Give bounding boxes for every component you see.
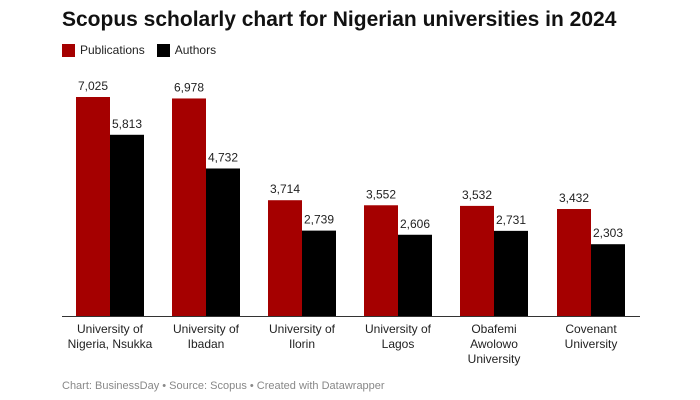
category-label-1-0: University of bbox=[173, 322, 240, 336]
data-label-publications-1: 6,978 bbox=[174, 80, 204, 94]
data-label-authors-3: 2,606 bbox=[400, 217, 430, 231]
bar-publications-0 bbox=[76, 97, 110, 316]
bar-publications-5 bbox=[557, 209, 591, 316]
bar-authors-1 bbox=[206, 168, 240, 316]
bar-authors-3 bbox=[398, 234, 432, 316]
category-label-4-2: University bbox=[468, 352, 521, 366]
data-label-publications-3: 3,552 bbox=[366, 187, 396, 201]
legend-item-authors: Authors bbox=[156, 43, 217, 57]
category-label-1-1: Ibadan bbox=[188, 337, 225, 351]
category-label-5-0: Covenant bbox=[565, 322, 617, 336]
category-label-4-1: Awolowo bbox=[470, 337, 518, 351]
category-label-2-0: University of bbox=[269, 322, 336, 336]
legend-item-publications: Publications bbox=[62, 43, 145, 57]
category-label-0-1: Nigeria, Nsukka bbox=[68, 337, 153, 351]
bar-publications-1 bbox=[172, 98, 206, 316]
legend: Publications Authors bbox=[62, 43, 228, 57]
bar-authors-4 bbox=[494, 230, 528, 316]
legend-swatch-authors bbox=[156, 43, 170, 57]
data-label-authors-0: 5,813 bbox=[112, 117, 142, 131]
bar-publications-3 bbox=[364, 205, 398, 316]
bar-authors-0 bbox=[110, 134, 144, 316]
category-label-0-0: University of bbox=[77, 322, 144, 336]
category-label-3-0: University of bbox=[365, 322, 432, 336]
data-label-authors-2: 2,739 bbox=[304, 213, 334, 227]
category-label-3-1: Lagos bbox=[382, 337, 415, 351]
data-label-publications-5: 3,432 bbox=[559, 191, 589, 205]
data-label-publications-0: 7,025 bbox=[78, 79, 108, 93]
category-label-5-1: University bbox=[565, 337, 618, 351]
data-label-publications-2: 3,714 bbox=[270, 182, 300, 196]
chart-title: Scopus scholarly chart for Nigerian univ… bbox=[62, 8, 617, 31]
bar-authors-2 bbox=[302, 230, 336, 316]
bar-publications-4 bbox=[460, 205, 494, 316]
data-label-authors-1: 4,732 bbox=[208, 150, 238, 164]
data-label-authors-4: 2,731 bbox=[496, 213, 526, 227]
chart-footer: Chart: BusinessDay • Source: Scopus • Cr… bbox=[62, 380, 385, 392]
legend-swatch-publications bbox=[62, 43, 75, 57]
bar-publications-2 bbox=[268, 200, 302, 316]
legend-label-authors: Authors bbox=[174, 43, 217, 57]
category-label-2-1: Ilorin bbox=[289, 337, 315, 351]
data-label-authors-5: 2,303 bbox=[593, 226, 623, 240]
data-label-publications-4: 3,532 bbox=[462, 188, 492, 202]
legend-label-publications: Publications bbox=[80, 43, 145, 57]
bar-authors-5 bbox=[591, 244, 625, 316]
category-label-4-0: Obafemi bbox=[471, 322, 516, 336]
